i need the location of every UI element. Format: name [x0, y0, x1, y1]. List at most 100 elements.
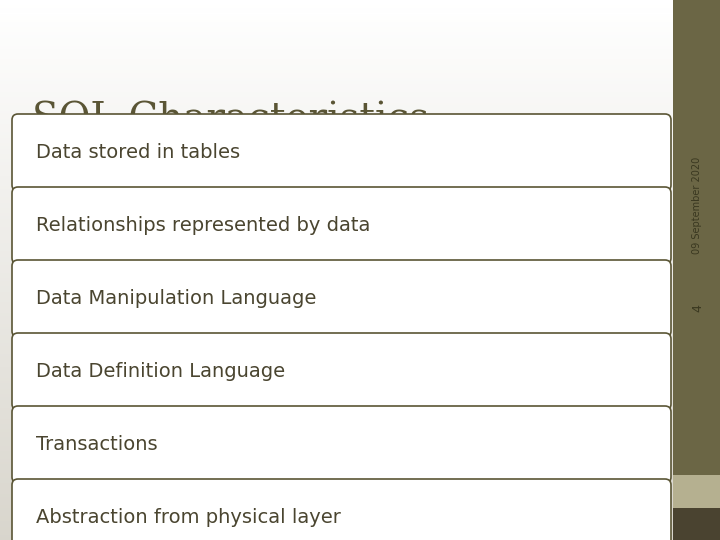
Bar	[0, 383, 673, 386]
Bar	[0, 516, 673, 518]
Bar	[0, 489, 673, 491]
Bar	[673, 508, 720, 540]
Bar	[0, 381, 673, 383]
Bar	[0, 432, 673, 435]
Bar	[0, 65, 673, 68]
Bar	[0, 475, 673, 478]
Bar	[0, 165, 673, 167]
Bar	[0, 202, 673, 205]
Bar	[0, 57, 673, 59]
Bar	[0, 348, 673, 351]
Bar	[0, 205, 673, 208]
Bar	[0, 59, 673, 62]
Bar	[0, 394, 673, 397]
Bar	[0, 532, 673, 535]
Bar	[0, 270, 673, 273]
Bar	[0, 370, 673, 373]
Bar	[0, 300, 673, 302]
Bar	[0, 284, 673, 286]
Bar	[0, 467, 673, 470]
Bar	[0, 418, 673, 421]
FancyBboxPatch shape	[12, 260, 671, 337]
Bar	[0, 535, 673, 537]
Bar	[0, 259, 673, 262]
Bar	[0, 389, 673, 392]
Bar	[0, 524, 673, 526]
Bar	[0, 281, 673, 284]
Bar	[0, 451, 673, 454]
Text: Abstraction from physical layer: Abstraction from physical layer	[36, 508, 341, 527]
Bar	[0, 289, 673, 292]
Bar	[0, 248, 673, 251]
Bar	[0, 78, 673, 81]
Bar	[0, 340, 673, 343]
Bar	[0, 189, 673, 192]
Bar	[0, 167, 673, 170]
Bar	[0, 481, 673, 483]
Bar	[0, 373, 673, 375]
Bar	[0, 32, 673, 35]
Bar	[0, 111, 673, 113]
Bar	[0, 5, 673, 8]
Bar	[0, 427, 673, 429]
Bar	[0, 510, 673, 513]
Bar	[0, 262, 673, 265]
Bar	[0, 448, 673, 451]
Bar	[0, 221, 673, 224]
Bar	[0, 84, 673, 86]
Bar	[0, 329, 673, 332]
FancyBboxPatch shape	[12, 479, 671, 540]
Bar	[0, 124, 673, 127]
Bar	[0, 305, 673, 308]
Bar	[0, 227, 673, 229]
Bar	[0, 132, 673, 135]
Bar	[0, 122, 673, 124]
Bar	[0, 421, 673, 424]
Bar	[0, 148, 673, 151]
Bar	[0, 364, 673, 367]
Bar	[0, 440, 673, 443]
Bar	[0, 246, 673, 248]
FancyBboxPatch shape	[12, 406, 671, 483]
Bar	[0, 243, 673, 246]
Bar	[0, 130, 673, 132]
Bar	[0, 46, 673, 49]
Bar	[673, 0, 720, 475]
Bar	[0, 251, 673, 254]
Bar	[0, 346, 673, 348]
Bar	[0, 392, 673, 394]
Bar	[0, 454, 673, 456]
Bar	[0, 416, 673, 418]
Bar	[0, 400, 673, 402]
Text: Relationships represented by data: Relationships represented by data	[36, 216, 370, 235]
Bar	[0, 8, 673, 11]
Bar	[0, 178, 673, 181]
Bar	[0, 100, 673, 103]
Bar	[0, 35, 673, 38]
Bar	[0, 232, 673, 235]
Bar	[0, 470, 673, 472]
Bar	[0, 146, 673, 148]
Bar	[0, 219, 673, 221]
Bar	[0, 505, 673, 508]
Text: Data stored in tables: Data stored in tables	[36, 143, 240, 162]
Bar	[0, 173, 673, 176]
Bar	[0, 397, 673, 400]
Bar	[0, 335, 673, 338]
Bar	[0, 267, 673, 270]
Bar	[0, 143, 673, 146]
Bar	[0, 192, 673, 194]
Bar	[0, 89, 673, 92]
Bar	[0, 97, 673, 100]
Bar	[0, 176, 673, 178]
Bar	[0, 497, 673, 500]
Bar	[0, 362, 673, 364]
Bar	[0, 308, 673, 310]
Bar	[0, 294, 673, 297]
Bar	[0, 200, 673, 202]
Bar	[0, 537, 673, 540]
Bar	[0, 413, 673, 416]
Bar	[0, 324, 673, 327]
Bar	[0, 367, 673, 370]
Bar	[0, 313, 673, 316]
